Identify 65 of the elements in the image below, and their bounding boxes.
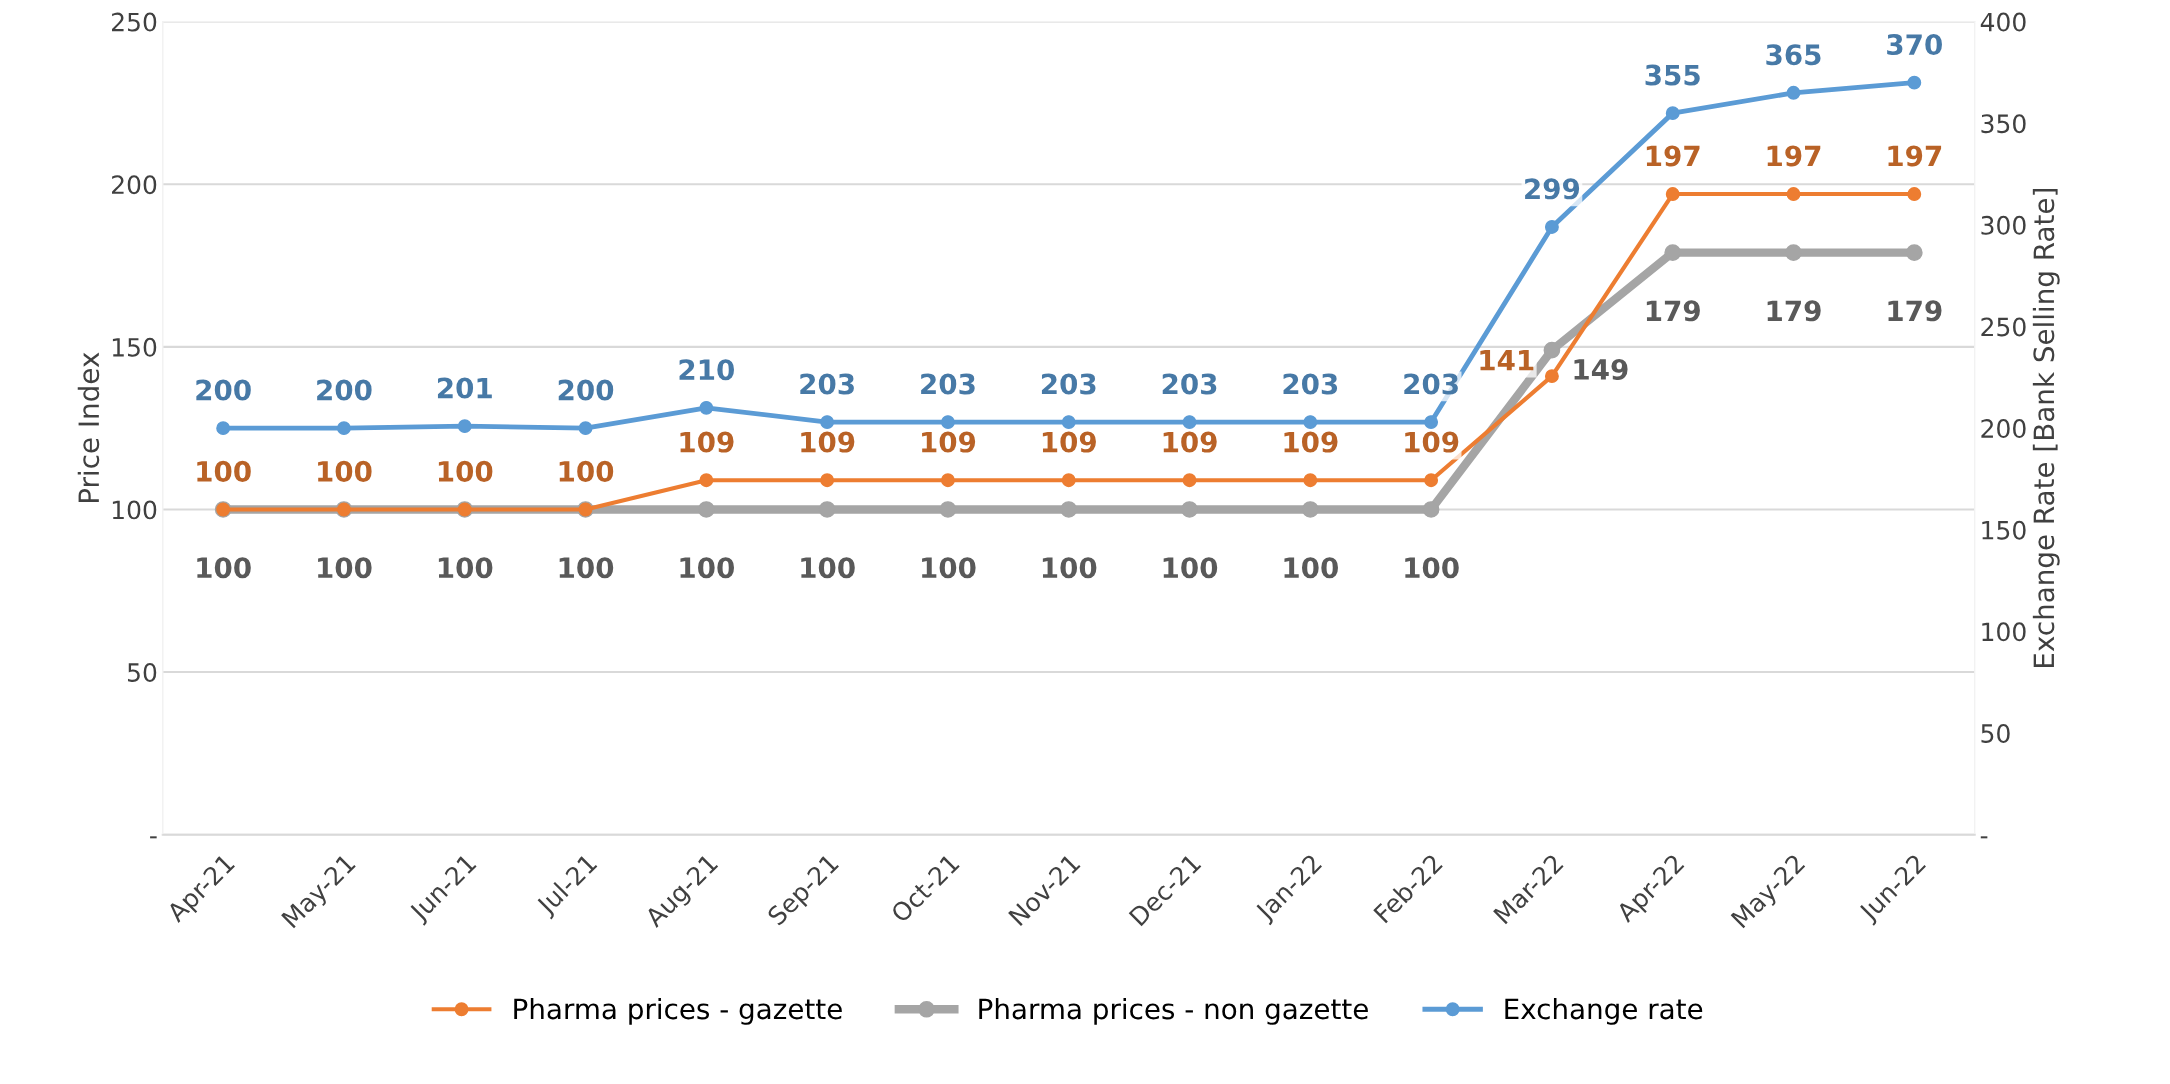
legend-label: Exchange rate <box>1505 997 1703 1025</box>
data-label: 365 <box>1766 44 1821 66</box>
y2-tick-label: 150 <box>1982 520 2026 540</box>
data-label: 100 <box>1405 557 1459 579</box>
y2-axis-title: Exchange Rate [Bank Selling Rate] <box>2032 189 2060 667</box>
legend-label: Pharma prices - non gazette <box>979 997 1368 1025</box>
y-tick-label: 50 <box>128 663 157 682</box>
data-label: 141 <box>1480 350 1534 371</box>
data-label: 100 <box>197 460 251 482</box>
data-label: 100 <box>1163 557 1218 579</box>
data-label: 100 <box>1284 557 1338 579</box>
y-tick-label: 200 <box>112 175 157 195</box>
data-label: 100 <box>318 460 372 482</box>
data-label: 203 <box>1162 373 1217 395</box>
data-label: 100 <box>801 557 855 579</box>
data-label: 200 <box>558 379 614 401</box>
data-label: 109 <box>1284 431 1338 453</box>
y-axis-title: Price Index <box>77 352 100 502</box>
data-label: 109 <box>801 431 855 453</box>
data-label: 203 <box>1404 373 1458 395</box>
y-tick-label: - <box>150 836 157 839</box>
data-label: 109 <box>1405 431 1459 453</box>
y2-tick-label: 300 <box>1981 215 2026 235</box>
data-label: 100 <box>318 557 372 579</box>
legend-label: Pharma prices - gazette <box>514 997 842 1025</box>
data-label: 149 <box>1574 358 1628 380</box>
data-label: 200 <box>196 379 251 401</box>
data-label: 203 <box>1041 373 1096 395</box>
data-label: 203 <box>921 373 975 395</box>
data-label: 179 <box>1646 300 1700 322</box>
y2-tick-label: 250 <box>1981 317 2026 337</box>
data-label: 201 <box>437 377 492 399</box>
data-label: 109 <box>922 431 976 453</box>
data-label: 355 <box>1645 64 1700 86</box>
y-tick-label: 150 <box>112 337 157 357</box>
data-label: 203 <box>1283 373 1338 395</box>
data-label: 200 <box>317 379 372 401</box>
data-label: 100 <box>559 460 614 482</box>
data-label: 210 <box>679 359 734 381</box>
data-label: 197 <box>1888 145 1942 167</box>
data-label: 299 <box>1525 178 1580 200</box>
data-label: 109 <box>1042 431 1096 453</box>
data-label: 100 <box>197 557 251 579</box>
data-label: 370 <box>1887 34 1942 56</box>
data-label: 100 <box>559 557 614 579</box>
data-label: 197 <box>1767 145 1821 167</box>
data-label: 100 <box>1042 557 1097 579</box>
y-tick-label: 100 <box>112 500 157 520</box>
y2-tick-label: 200 <box>1981 419 2026 439</box>
data-label: 179 <box>1888 300 1942 322</box>
y2-tick-label: - <box>1980 836 1988 839</box>
data-label: 109 <box>1163 431 1217 453</box>
data-label: 197 <box>1646 145 1700 167</box>
data-label: 100 <box>680 557 734 579</box>
y2-tick-label: 350 <box>1981 114 2026 134</box>
data-label: 203 <box>800 373 854 395</box>
y2-tick-label: 400 <box>1980 12 2026 32</box>
data-label: 100 <box>438 460 493 482</box>
data-label: 109 <box>680 431 734 453</box>
y2-tick-label: 100 <box>1982 622 2026 642</box>
data-label: 100 <box>922 557 976 579</box>
y-tick-label: 250 <box>112 12 157 32</box>
data-label: 100 <box>438 557 493 579</box>
data-label: 179 <box>1767 300 1821 322</box>
y2-tick-label: 50 <box>1981 724 2010 743</box>
